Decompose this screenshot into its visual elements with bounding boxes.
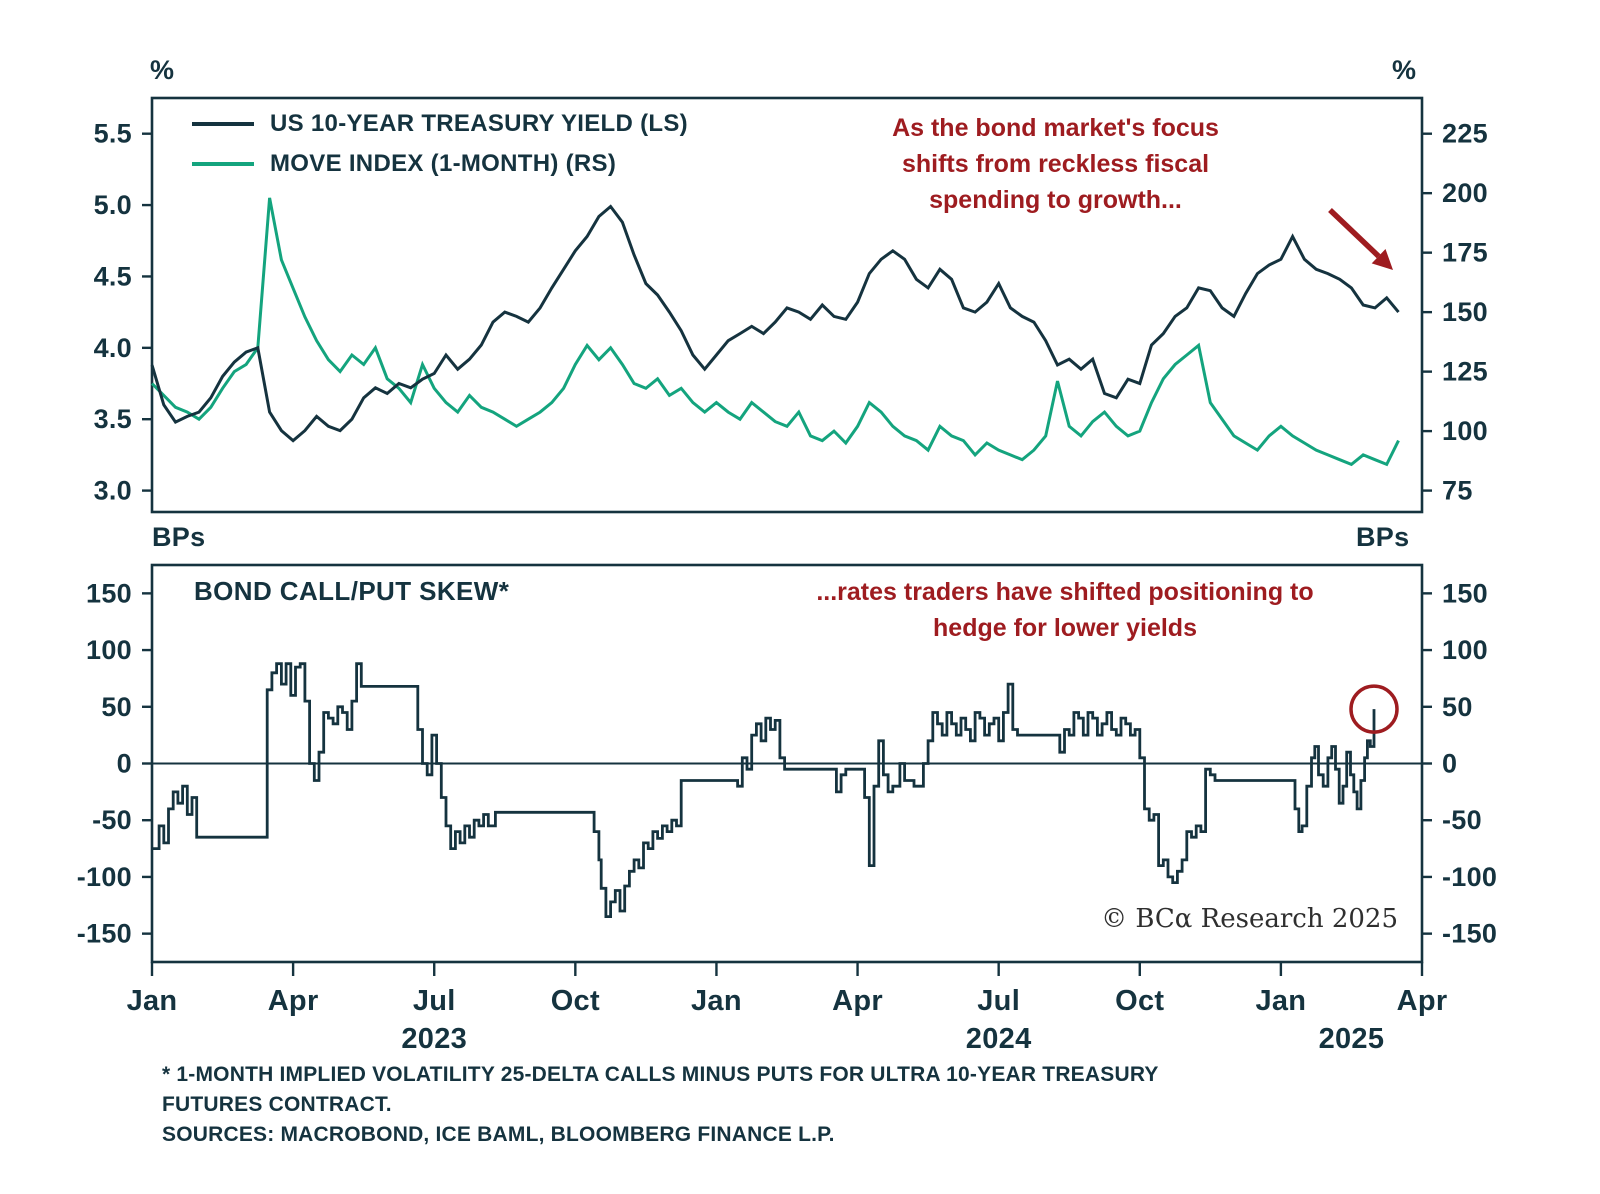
y-axis-tick-label: 3.5 xyxy=(94,404,132,434)
yield-line xyxy=(150,204,1400,443)
move-line xyxy=(150,197,1400,467)
x-axis-tick-label: Apr xyxy=(832,985,883,1017)
skew-line xyxy=(152,662,1376,918)
x-axis-year-label: 2025 xyxy=(1319,1023,1385,1055)
y-axis-tick-label: -50 xyxy=(1442,805,1482,835)
x-axis-tick-label: Oct xyxy=(1115,985,1164,1017)
copyright-text: © BCα Research 2025 xyxy=(1101,904,1398,934)
trend-arrow-head-icon xyxy=(1371,249,1393,270)
footnote-line: * 1-MONTH IMPLIED VOLATILITY 25-DELTA CA… xyxy=(162,1063,1159,1086)
y-axis-tick-label: 5.5 xyxy=(94,119,132,149)
y-axis-tick-label: -150 xyxy=(77,919,132,949)
top-annotation: As the bond market's focus shifts from r… xyxy=(892,114,1219,214)
y-axis-tick-label: 0 xyxy=(117,749,132,779)
x-axis-tick-label: Jan xyxy=(127,985,178,1017)
x-axis-year-label: 2024 xyxy=(966,1023,1032,1055)
y-axis-tick-label: 3.0 xyxy=(94,476,132,506)
y-axis-tick-label: 150 xyxy=(86,578,132,608)
x-axis-tick-label: Jan xyxy=(691,985,742,1017)
x-axis-tick-label: Apr xyxy=(1397,985,1448,1017)
legend-label-move: MOVE INDEX (1-MONTH) (RS) xyxy=(270,150,617,177)
top-left-axis-unit: % xyxy=(150,55,175,85)
y-axis-tick-label: -100 xyxy=(1442,862,1497,892)
bottom-left-axis-unit: BPs xyxy=(152,522,206,552)
legend-item-yield: US 10-YEAR TREASURY YIELD (LS) xyxy=(192,110,688,138)
y-axis-tick-label: 50 xyxy=(1442,692,1473,722)
y-axis-tick-label: 75 xyxy=(1442,476,1473,506)
trend-arrow-icon xyxy=(1328,208,1381,259)
bottom-right-axis-unit: BPs xyxy=(1356,522,1410,552)
x-axis-tick-label: Oct xyxy=(551,985,600,1017)
y-axis-tick-label: 100 xyxy=(86,635,132,665)
y-axis-tick-label: 150 xyxy=(1442,578,1488,608)
move-line-swatch xyxy=(192,162,254,166)
legend-item-move: MOVE INDEX (1-MONTH) (RS) xyxy=(192,150,688,178)
x-axis-year-label: 2023 xyxy=(401,1023,467,1055)
bottom-panel-title: BOND CALL/PUT SKEW* xyxy=(194,576,510,606)
y-axis-tick-label: -150 xyxy=(1442,919,1497,949)
y-axis-tick-label: 150 xyxy=(1442,297,1488,327)
y-axis-tick-label: 5.0 xyxy=(94,190,132,220)
y-axis-tick-label: 175 xyxy=(1442,238,1488,268)
y-axis-tick-label: 100 xyxy=(1442,416,1488,446)
y-axis-tick-label: 225 xyxy=(1442,119,1488,149)
y-axis-tick-label: 100 xyxy=(1442,635,1488,665)
y-axis-tick-label: 4.5 xyxy=(94,261,132,291)
top-right-axis-unit: % xyxy=(1392,55,1417,85)
footnote-line: FUTURES CONTRACT. xyxy=(162,1093,392,1116)
x-axis-tick-label: Jul xyxy=(413,985,456,1017)
highlight-circle xyxy=(1349,684,1399,734)
y-axis-tick-label: -50 xyxy=(92,805,132,835)
y-axis-tick-label: 200 xyxy=(1442,178,1488,208)
legend: US 10-YEAR TREASURY YIELD (LS) MOVE INDE… xyxy=(192,110,688,178)
top-panel-frame xyxy=(150,96,1424,514)
footnote-line: SOURCES: MACROBOND, ICE BAML, BLOOMBERG … xyxy=(162,1123,835,1146)
x-axis-tick-label: Apr xyxy=(268,985,319,1017)
y-axis-tick-label: 50 xyxy=(101,692,132,722)
legend-label-yield: US 10-YEAR TREASURY YIELD (LS) xyxy=(270,110,688,137)
x-axis-tick-label: Jul xyxy=(977,985,1020,1017)
x-axis-tick-label: Jan xyxy=(1255,985,1306,1017)
footnotes: * 1-MONTH IMPLIED VOLATILITY 25-DELTA CA… xyxy=(162,1060,1482,1150)
yield-line-swatch xyxy=(192,122,254,126)
y-axis-tick-label: -100 xyxy=(77,862,132,892)
y-axis-tick-label: 4.0 xyxy=(94,333,132,363)
y-axis-tick-label: 0 xyxy=(1442,749,1457,779)
bottom-annotation: ...rates traders have shifted positionin… xyxy=(816,578,1314,642)
y-axis-tick-label: 125 xyxy=(1442,357,1488,387)
